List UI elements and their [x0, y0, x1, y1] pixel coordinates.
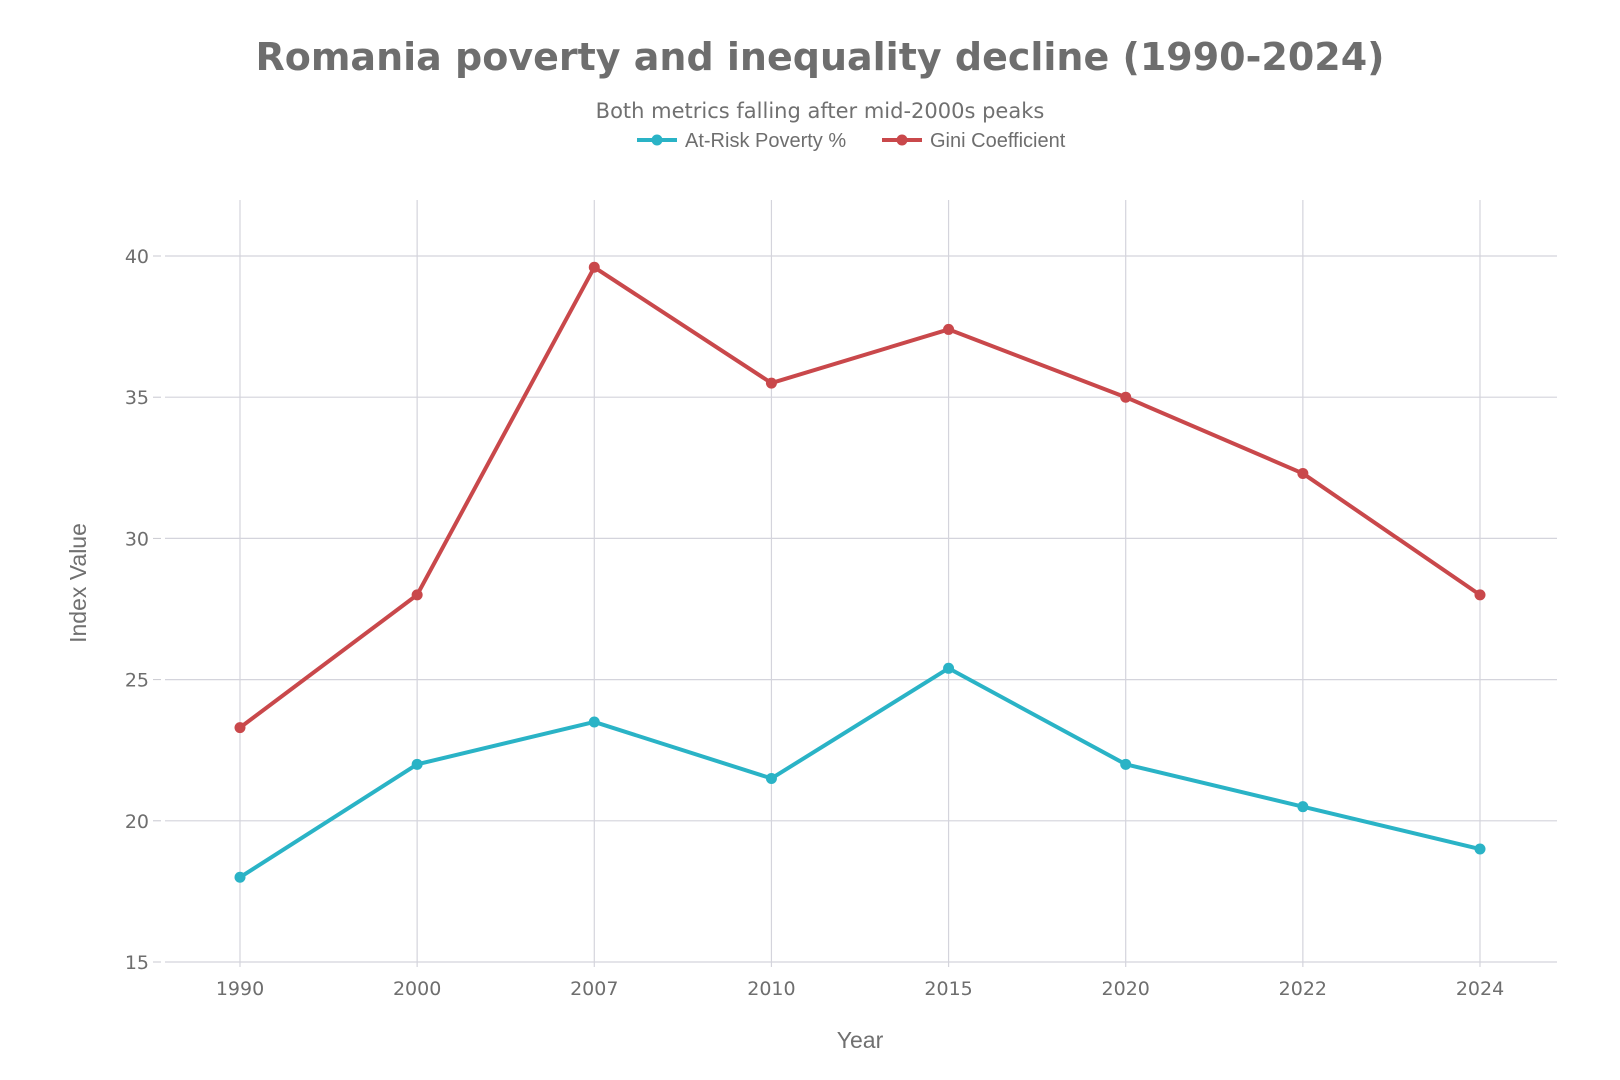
x-tick-label: 2015: [924, 978, 972, 1000]
legend-swatch-marker: [896, 134, 908, 146]
y-tick-label: 30: [125, 528, 149, 550]
y-tick-label: 25: [125, 670, 149, 692]
data-point: [1120, 391, 1132, 403]
grid: [165, 200, 1557, 967]
chart-title: Romania poverty and inequality decline (…: [255, 35, 1384, 79]
data-point: [1474, 843, 1486, 855]
legend-label: Gini Coefficient: [930, 130, 1066, 152]
data-point: [1297, 801, 1309, 813]
x-tick-label: 2010: [747, 978, 795, 1000]
series-gini-coefficient: [234, 261, 1486, 734]
data-point: [588, 261, 600, 273]
y-tick-label: 20: [125, 811, 149, 833]
x-tick-label: 2000: [393, 978, 441, 1000]
chart-subtitle: Both metrics falling after mid-2000s pea…: [596, 99, 1045, 123]
legend-swatch-marker: [651, 134, 663, 146]
data-point: [588, 716, 600, 728]
x-axis: 1990 2000 2007 2010 2015 2020 2022 2024: [216, 978, 1504, 1000]
data-point: [234, 871, 246, 883]
y-tick-label: 40: [125, 246, 149, 268]
series-line: [238, 265, 1482, 730]
x-tick-label: 2022: [1279, 978, 1327, 1000]
data-point: [1120, 758, 1132, 770]
data-point: [411, 589, 423, 601]
data-point: [765, 772, 777, 784]
data-point: [234, 722, 246, 734]
series-line: [238, 666, 1482, 880]
data-point: [765, 377, 777, 389]
legend: At-Risk Poverty % Gini Coefficient: [637, 130, 1066, 152]
series-at-risk-poverty: [234, 662, 1486, 883]
series-layer: [234, 261, 1486, 883]
x-tick-label: 2024: [1456, 978, 1504, 1000]
legend-item: At-Risk Poverty %: [637, 130, 846, 152]
x-tick-label: 2007: [570, 978, 618, 1000]
data-point: [1474, 589, 1486, 601]
legend-item: Gini Coefficient: [882, 130, 1066, 152]
data-point: [1297, 467, 1309, 479]
data-point: [943, 662, 955, 674]
legend-label: At-Risk Poverty %: [685, 130, 846, 152]
data-point: [943, 323, 955, 335]
y-tick-label: 15: [125, 952, 149, 974]
y-tick-label: 35: [125, 387, 149, 409]
x-axis-title: Year: [837, 1027, 884, 1053]
data-point: [411, 758, 423, 770]
y-axis-title: Index Value: [65, 523, 91, 643]
x-tick-label: 2020: [1102, 978, 1150, 1000]
y-axis: 15 20 25 30 35 40: [125, 246, 161, 974]
x-tick-label: 1990: [216, 978, 264, 1000]
